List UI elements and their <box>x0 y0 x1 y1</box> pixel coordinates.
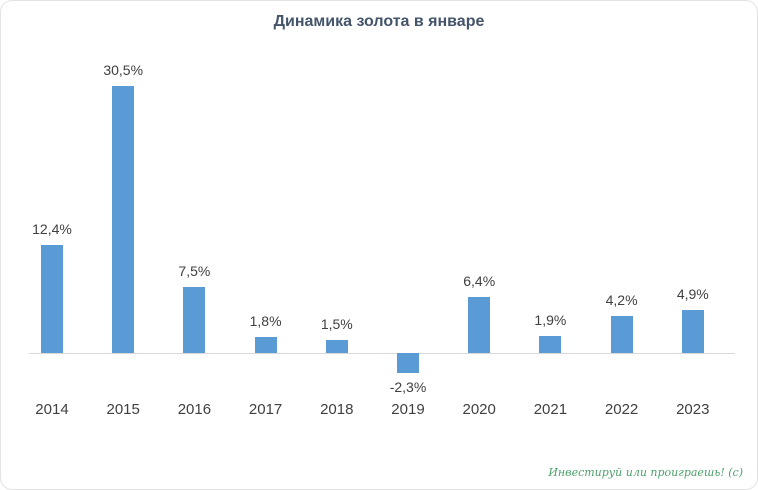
value-label: 6,4% <box>463 273 496 289</box>
value-label: 4,2% <box>605 292 638 309</box>
chart-column: 1,9% 2021 <box>515 1 586 489</box>
chart-column: 6,4% 2020 <box>444 1 515 489</box>
x-axis-tick-label: 2019 <box>391 401 425 418</box>
x-axis-tick-label: 2014 <box>35 401 69 418</box>
x-axis-tick-label: 2016 <box>177 401 212 418</box>
chart-column: 4,9% 2023 <box>657 1 728 489</box>
x-axis-tick-label: 2018 <box>320 401 354 418</box>
bar <box>539 336 562 353</box>
bar <box>325 339 348 353</box>
bar <box>468 297 491 353</box>
bar <box>681 310 704 353</box>
x-axis-tick-label: 2020 <box>462 401 496 418</box>
x-axis-tick-label: 2023 <box>676 401 710 418</box>
value-label: -2,3% <box>389 379 427 396</box>
value-label: 1,9% <box>534 312 567 329</box>
bar <box>183 287 206 353</box>
x-axis-line <box>29 353 735 354</box>
value-label: 1,5% <box>320 315 353 332</box>
x-axis-tick-label: 2021 <box>533 401 568 418</box>
bar <box>610 316 633 353</box>
value-label: 4,9% <box>676 286 709 303</box>
value-label: 1,8% <box>249 313 282 330</box>
bar <box>40 244 63 353</box>
chart-column: 1,5% 2018 <box>301 1 372 489</box>
bar <box>254 337 277 353</box>
value-label: 7,5% <box>178 263 211 280</box>
value-label: 12,4% <box>32 220 72 237</box>
chart-column: -2,3% 2019 <box>372 1 443 489</box>
chart-column: 7,5% 2016 <box>159 1 230 489</box>
chart-column: 12,4% 2014 <box>16 1 87 489</box>
chart-column: 4,2% 2022 <box>586 1 657 489</box>
chart-column: 1,8% 2017 <box>230 1 301 489</box>
x-axis-tick-label: 2015 <box>106 401 140 418</box>
x-axis-tick-label: 2017 <box>248 401 283 418</box>
value-label: 30,5% <box>103 62 144 79</box>
watermark-text: Инвестируй или проиграешь! (с) <box>548 466 743 479</box>
chart-column: 30,5% 2015 <box>88 1 159 489</box>
chart-title: Динамика золота в январе <box>273 13 485 30</box>
bar <box>396 353 419 374</box>
x-axis-tick-label: 2022 <box>604 401 639 418</box>
bar <box>112 86 135 353</box>
